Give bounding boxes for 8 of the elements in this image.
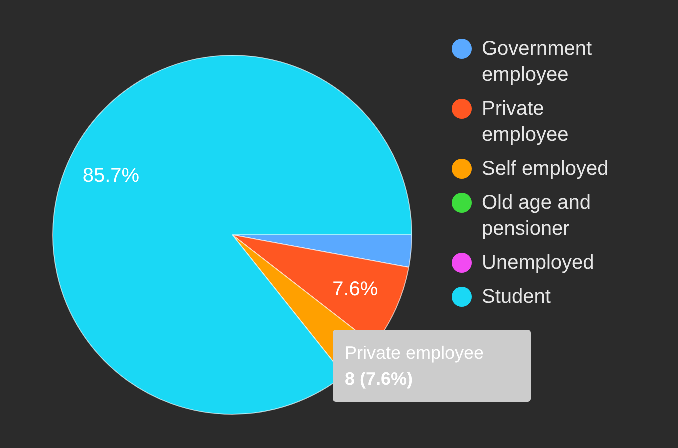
- legend-label: Government employee: [482, 37, 594, 88]
- legend-label: Private employee: [482, 97, 570, 148]
- legend-label: Self employed: [482, 157, 609, 182]
- legend-label: Old age and pensioner: [482, 191, 592, 242]
- legend-label: Student: [482, 285, 551, 310]
- legend-label: Unemployed: [482, 251, 594, 276]
- data-label: 85.7%: [82, 165, 140, 188]
- data-label: 7.6%: [332, 278, 378, 301]
